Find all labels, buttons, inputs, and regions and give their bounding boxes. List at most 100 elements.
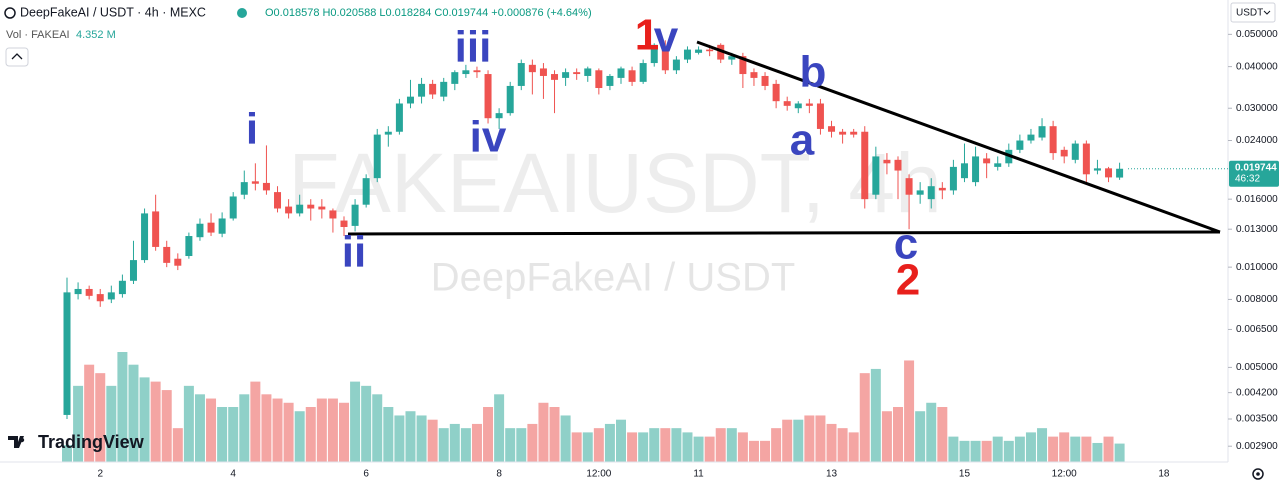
currency-button[interactable] [1230, 2, 1276, 23]
ohlc-text: O0.018578 H0.020588 L0.018284 C0.019744 … [265, 7, 592, 19]
status-dot [237, 8, 247, 18]
volume-bar [748, 440, 759, 462]
volume-bar [560, 415, 571, 462]
y-tick-label: 0.016000 [1236, 194, 1278, 205]
candle-body [74, 288, 82, 295]
wave-label: ii [342, 228, 366, 277]
candle-body [551, 74, 559, 80]
x-tick-label: 6 [363, 469, 369, 480]
candle-body [606, 75, 614, 86]
volume-bar [992, 436, 1003, 462]
candle-body [584, 68, 592, 76]
volume-bar [394, 415, 405, 462]
volume-bar [350, 381, 361, 462]
volume-bar [172, 428, 183, 462]
volume-bar [881, 411, 892, 462]
volume-bar [959, 440, 970, 462]
settings-icon[interactable] [1252, 468, 1264, 480]
y-tick-label: 0.040000 [1236, 61, 1278, 72]
y-tick-label: 0.013000 [1236, 224, 1278, 235]
candle-body [994, 163, 1002, 167]
volume-bar [870, 368, 881, 462]
volume-bar [760, 440, 771, 462]
candle-body [451, 72, 459, 84]
candle-body [207, 222, 215, 233]
wave-label: iii [455, 23, 492, 72]
candle-body [861, 131, 869, 200]
x-tick-label: 4 [230, 469, 236, 480]
candle-body [340, 220, 348, 227]
y-tick-label: 0.002900 [1236, 441, 1278, 452]
candle-body [63, 292, 71, 415]
candle-body [983, 158, 991, 164]
collapse-button[interactable] [5, 47, 29, 67]
candle-body [129, 260, 137, 281]
wave-label: i [246, 105, 258, 154]
candle-body [728, 56, 736, 60]
y-tick-label: 0.008000 [1236, 294, 1278, 305]
volume-bar [183, 385, 194, 462]
candle-body [562, 72, 570, 78]
volume-bar [449, 423, 460, 462]
candle-body [229, 196, 237, 219]
candle-body [85, 288, 93, 296]
candle-body [539, 68, 547, 76]
watermark-name: DeepFakeAI / USDT [431, 256, 796, 300]
candle-body [872, 156, 880, 195]
volume-bar [649, 428, 660, 462]
volume-bar [272, 398, 283, 462]
candle-body [617, 68, 625, 78]
volume-bar [926, 402, 937, 462]
y-tick-label: 0.050000 [1236, 29, 1278, 40]
candle-body [661, 46, 669, 71]
candle-body [683, 49, 691, 60]
candle-body [960, 163, 968, 179]
candle-body [318, 206, 326, 210]
volume-bar [405, 411, 416, 462]
candle-body [1060, 149, 1068, 157]
candle-body [429, 83, 437, 95]
volume-bar [294, 411, 305, 462]
x-tick-label: 12:00 [1052, 469, 1077, 480]
candle-body [118, 280, 126, 295]
candle-body [285, 206, 293, 214]
volume-bar [1048, 436, 1059, 462]
volume-bar [305, 407, 316, 462]
candle-body [240, 182, 248, 195]
candle-body [440, 81, 448, 97]
volume-bar [106, 385, 117, 462]
volume-bar [494, 394, 505, 462]
last-price-box [1229, 160, 1279, 187]
countdown-label: 46:32 [1235, 173, 1260, 184]
volume-bar [837, 428, 848, 462]
candle-body [639, 63, 647, 82]
candle-body [384, 131, 392, 135]
wave-label: a [790, 116, 815, 165]
volume-bar [671, 428, 682, 462]
x-tick-label: 18 [1158, 469, 1170, 480]
x-tick-label: 11 [693, 469, 704, 480]
volume-bar [117, 352, 128, 462]
volume-bar [460, 428, 471, 462]
volume-layer [62, 352, 1125, 462]
volume-bar [604, 423, 615, 462]
candle-body [473, 70, 481, 73]
candle-body [251, 181, 259, 184]
volume-bar [372, 394, 383, 462]
volume-bar [848, 432, 859, 462]
volume-bar [416, 415, 427, 462]
volume-bar [194, 394, 205, 462]
last-price-label: 0.019744 [1235, 162, 1277, 173]
currency-text: USDT [1236, 8, 1263, 19]
y-tick-label: 0.004200 [1236, 387, 1278, 398]
volume-bar [1114, 443, 1125, 462]
x-tick-label: 12:00 [586, 469, 611, 480]
volume-bar [981, 440, 992, 462]
wave-label: iv [470, 113, 507, 162]
candle-body [1016, 140, 1024, 150]
trendline [696, 40, 1221, 234]
candle-body [96, 294, 104, 302]
candle-body [672, 59, 680, 71]
candle-body [218, 218, 226, 234]
logo: TradingView [8, 432, 145, 452]
